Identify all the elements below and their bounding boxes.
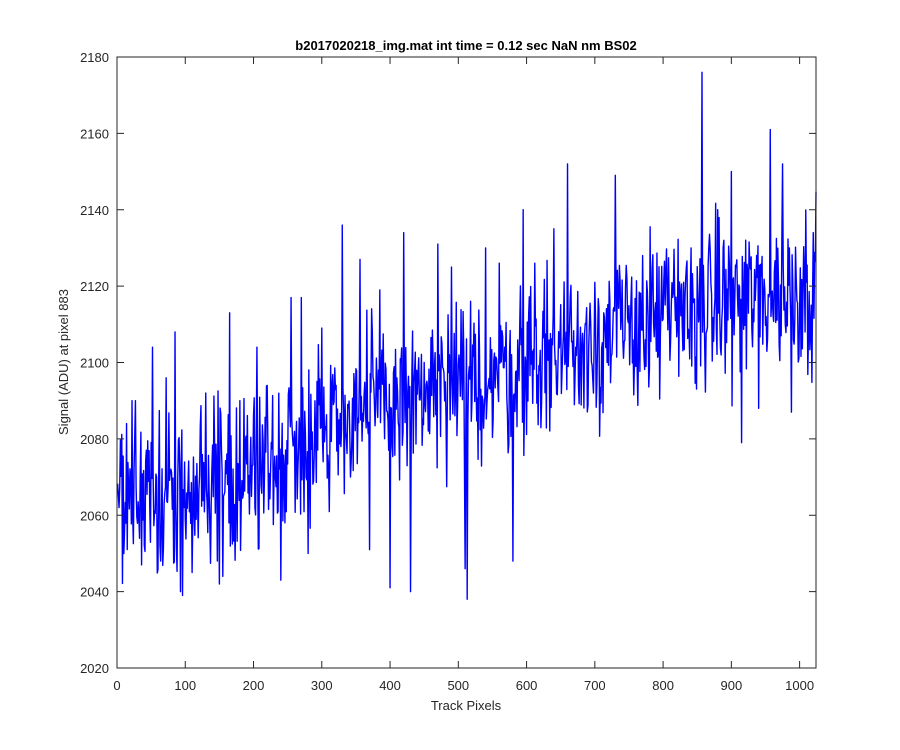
- x-tick-label: 400: [379, 678, 401, 693]
- y-tick-label: 2060: [80, 508, 109, 523]
- x-axis-label: Track Pixels: [431, 698, 502, 713]
- x-tick-label: 200: [243, 678, 265, 693]
- y-tick-label: 2140: [80, 203, 109, 218]
- x-tick-label: 300: [311, 678, 333, 693]
- x-tick-label: 600: [516, 678, 538, 693]
- chart-title: b2017020218_img.mat int time = 0.12 sec …: [295, 38, 636, 53]
- y-tick-label: 2040: [80, 585, 109, 600]
- y-tick-label: 2180: [80, 50, 109, 65]
- x-tick-label: 900: [721, 678, 743, 693]
- y-tick-label: 2080: [80, 432, 109, 447]
- x-tick-label: 1000: [785, 678, 814, 693]
- x-tick-label: 800: [652, 678, 674, 693]
- x-tick-label: 0: [113, 678, 120, 693]
- y-tick-label: 2120: [80, 279, 109, 294]
- series-layer: [116, 71, 817, 600]
- x-tick-label: 100: [174, 678, 196, 693]
- y-tick-label: 2160: [80, 126, 109, 141]
- x-tick-label: 700: [584, 678, 606, 693]
- signal-series-line: [116, 71, 817, 600]
- x-tick-label: 500: [447, 678, 469, 693]
- x-axis-ticks: 0 100 200 300 400 500 600 700 800 900 1000: [113, 57, 814, 693]
- y-axis-ticks: 2020 2040 2060 2080 2100 2120 2140 2160 2180: [80, 50, 816, 676]
- y-tick-label: 2100: [80, 356, 109, 371]
- y-tick-label: 2020: [80, 661, 109, 676]
- y-axis-label: Signal (ADU) at pixel 883: [56, 289, 71, 435]
